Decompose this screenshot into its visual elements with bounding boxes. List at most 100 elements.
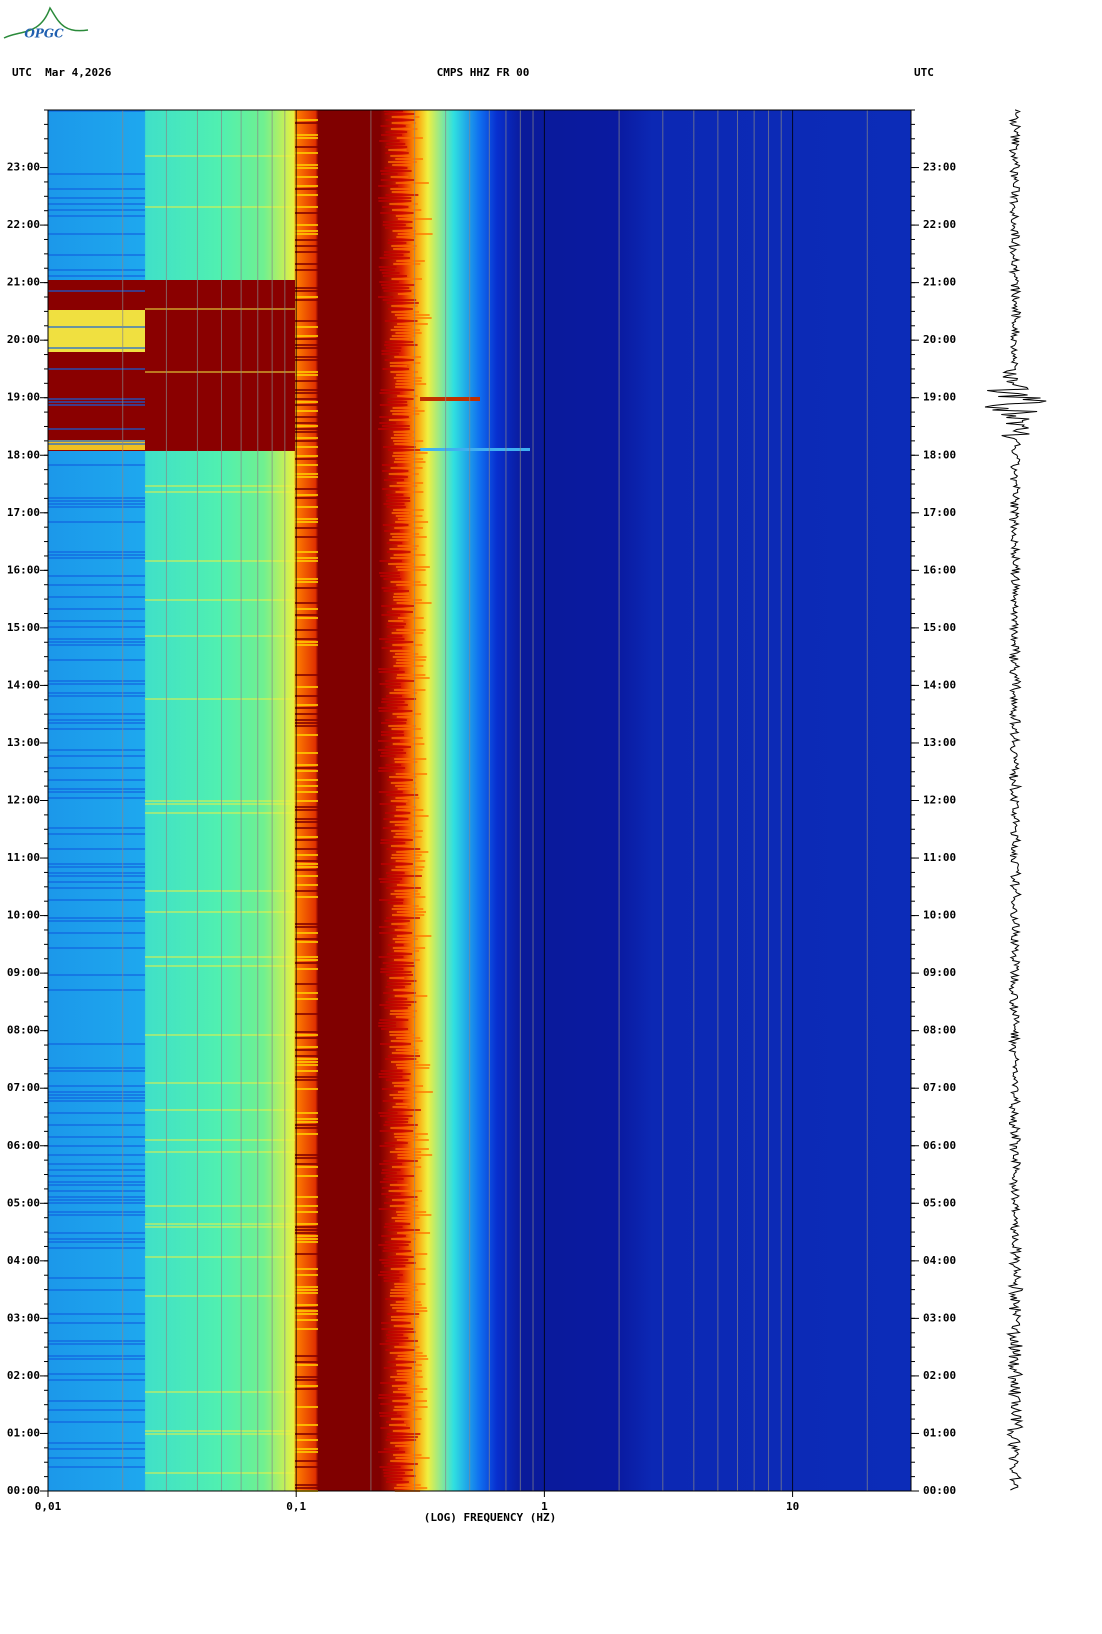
stripe — [48, 1241, 145, 1243]
stripe — [393, 665, 424, 667]
stripe — [295, 347, 318, 349]
stripe — [396, 482, 424, 484]
stripe — [387, 1256, 414, 1258]
stripe — [48, 584, 145, 586]
stripe — [48, 521, 145, 523]
stripe — [379, 1412, 397, 1414]
stripe — [390, 1460, 414, 1462]
stripe — [389, 977, 405, 979]
stripe — [395, 1457, 430, 1459]
stripe — [379, 1130, 414, 1132]
stripe — [394, 1136, 418, 1138]
seismogram-trace — [984, 109, 1047, 1491]
stripe — [380, 1043, 411, 1045]
stripe — [387, 1463, 418, 1465]
stripe — [295, 1196, 318, 1198]
stripe — [394, 1487, 428, 1489]
stripe — [397, 1355, 427, 1357]
stripe — [295, 1205, 318, 1207]
stripe — [394, 356, 422, 358]
stripe — [379, 1019, 409, 1021]
stripe — [48, 275, 145, 277]
stripe — [395, 896, 426, 898]
stripe — [145, 1223, 295, 1225]
stripe — [295, 1304, 318, 1306]
y-tick-label: 04:00 — [7, 1254, 40, 1267]
stripe — [295, 557, 318, 559]
stripe — [295, 425, 318, 427]
stripe — [295, 494, 318, 496]
stripe — [385, 680, 415, 682]
stripe — [295, 1289, 318, 1291]
stripe — [383, 1178, 404, 1180]
stripe — [295, 941, 318, 943]
stripe — [295, 1088, 318, 1090]
stripe — [295, 791, 318, 793]
stripe — [382, 470, 409, 472]
stripe — [48, 1175, 145, 1177]
stripe — [383, 446, 416, 448]
stripe — [295, 506, 318, 508]
stripe — [386, 1334, 404, 1336]
stripe — [390, 1289, 419, 1291]
stripe — [395, 1301, 421, 1303]
stripe — [295, 1013, 318, 1015]
stripe — [386, 1421, 405, 1423]
stripe — [378, 770, 394, 772]
stripe — [383, 1367, 412, 1369]
stripe — [392, 596, 410, 598]
stripe — [48, 932, 145, 934]
stripe — [48, 833, 145, 835]
stripe — [389, 1205, 419, 1207]
stripe — [295, 938, 318, 940]
stripe — [295, 866, 318, 868]
stripe — [48, 1202, 145, 1204]
stripe — [378, 668, 400, 670]
stripe — [48, 887, 145, 889]
stripe — [295, 704, 318, 706]
stripe — [382, 524, 409, 526]
stripe — [295, 641, 318, 643]
stripe — [295, 356, 318, 358]
stripe — [295, 371, 318, 373]
stripe — [387, 1229, 420, 1231]
stripe — [295, 194, 318, 196]
stripe — [391, 728, 421, 730]
stripe — [295, 707, 318, 709]
stripe — [145, 803, 295, 805]
stripe — [295, 1451, 318, 1453]
stripe — [381, 284, 415, 286]
y-tick-label: 12:00 — [7, 794, 40, 807]
stripe — [378, 878, 403, 880]
stripe — [295, 1070, 318, 1072]
stripe — [387, 983, 412, 985]
stripe — [295, 152, 318, 154]
stripe — [48, 1214, 145, 1216]
stripe — [295, 239, 318, 241]
stripe — [295, 233, 318, 235]
stripe — [391, 830, 423, 832]
stripe — [295, 734, 318, 736]
stripe — [48, 1358, 145, 1360]
stripe — [295, 1460, 318, 1462]
stripe — [389, 692, 418, 694]
stripe — [390, 1040, 423, 1042]
stripe — [396, 1364, 422, 1366]
stripe — [396, 374, 413, 376]
stripe — [393, 593, 410, 595]
stripe — [394, 758, 427, 760]
stripe — [48, 1067, 145, 1069]
stripe — [391, 1217, 420, 1219]
stripe — [48, 722, 145, 724]
stripe — [383, 479, 405, 481]
stripe — [392, 1106, 408, 1108]
stripe — [390, 782, 416, 784]
stripe — [295, 431, 318, 433]
stripe — [48, 1340, 145, 1342]
y-tick-label: 05:00 — [7, 1196, 40, 1209]
stripe — [378, 767, 406, 769]
stripe — [393, 554, 426, 556]
stripe — [394, 929, 414, 931]
stripe — [396, 236, 416, 238]
stripe — [383, 1472, 405, 1474]
